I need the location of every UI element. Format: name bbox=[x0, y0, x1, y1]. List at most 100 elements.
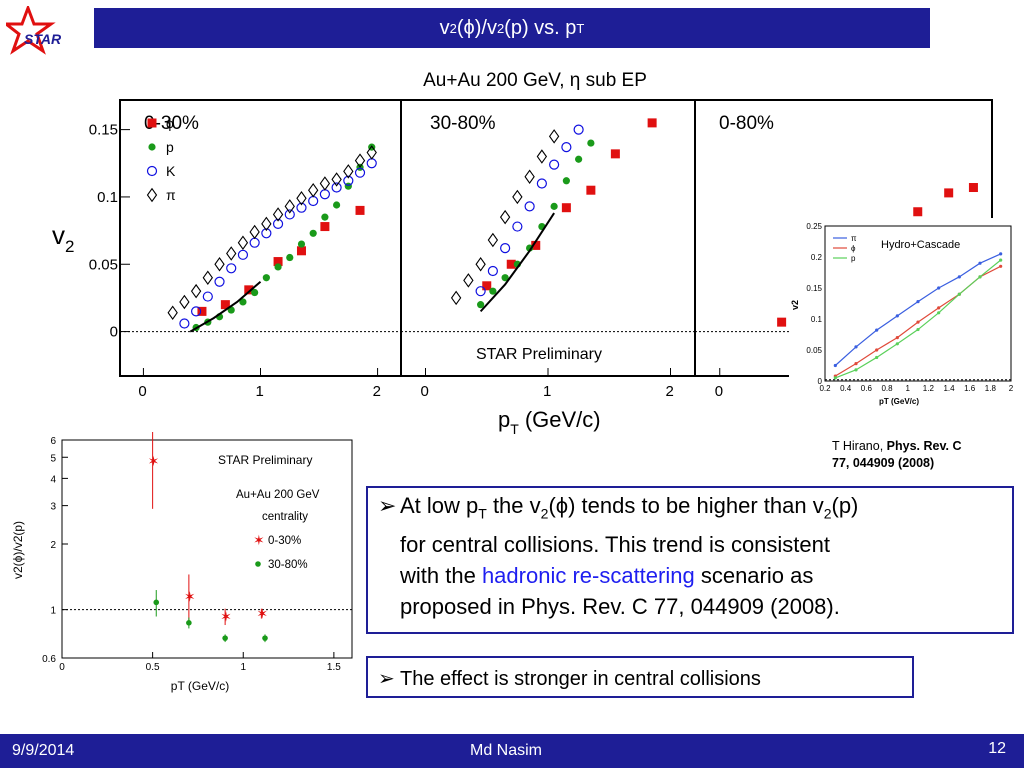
inset-y-tick-label: 0.05 bbox=[806, 346, 822, 355]
inset-point bbox=[978, 261, 982, 265]
data-point bbox=[272, 207, 284, 222]
conclusion-line-1: ➢ At low pT the v2(ϕ) tends to be higher … bbox=[378, 490, 1002, 529]
x-tick-label: 1 bbox=[543, 383, 551, 400]
data-point bbox=[550, 202, 558, 210]
ratio-legend-label: 30-80% bbox=[268, 559, 308, 571]
panel-title: 0-80% bbox=[719, 113, 774, 134]
panel-frame bbox=[400, 99, 696, 377]
inset-y-tick-label: 0.25 bbox=[806, 222, 822, 231]
data-point bbox=[333, 201, 341, 209]
inset-point bbox=[833, 376, 837, 380]
inset-point bbox=[937, 311, 941, 315]
data-point bbox=[531, 240, 541, 250]
data-point bbox=[319, 176, 331, 191]
inset-point bbox=[937, 306, 941, 310]
data-point bbox=[202, 291, 213, 302]
legend-marker bbox=[147, 118, 157, 128]
hadronic-rescattering-link[interactable]: hadronic re-scattering bbox=[481, 563, 695, 589]
inset-x-tick-label: 1.4 bbox=[943, 384, 955, 393]
data-point bbox=[354, 167, 366, 178]
inset-x-tick-label: 1.2 bbox=[923, 384, 935, 393]
data-point bbox=[191, 306, 202, 317]
data-point bbox=[261, 216, 272, 232]
inset-point bbox=[854, 368, 858, 372]
ratio-x-tick-label: 0.5 bbox=[146, 662, 160, 673]
data-point bbox=[450, 290, 462, 306]
ratio-legend-label: 0-30% bbox=[268, 535, 301, 547]
ratio-point: ✶ bbox=[148, 453, 160, 469]
inset-point bbox=[916, 320, 920, 324]
ratio-y-tick-label: 4 bbox=[50, 474, 56, 485]
inset-x-tick-label: 0.2 bbox=[819, 384, 831, 393]
title-sub-2: 2 bbox=[496, 20, 505, 36]
inset-point bbox=[916, 327, 920, 332]
data-point bbox=[487, 232, 499, 248]
ratio-point bbox=[262, 635, 268, 641]
inset-point bbox=[937, 286, 941, 290]
ratio-centrality-label: centrality bbox=[262, 511, 308, 523]
x-tick-label: 1 bbox=[256, 383, 264, 400]
data-point bbox=[249, 237, 260, 248]
ratio-legend-marker: ✶ bbox=[253, 532, 265, 548]
ratio-y-tick-label: 5 bbox=[50, 453, 56, 464]
ratio-y-tick-label: 2 bbox=[50, 540, 56, 551]
data-point bbox=[214, 276, 225, 287]
y-tick-label: 0 bbox=[110, 324, 118, 341]
data-point bbox=[197, 306, 207, 316]
inset-x-tick-label: 0.6 bbox=[861, 384, 873, 393]
data-point bbox=[561, 203, 571, 213]
x-tick-label: 2 bbox=[666, 383, 674, 400]
inset-ylabel: v2 bbox=[790, 300, 800, 310]
data-point bbox=[284, 199, 295, 214]
inset-point bbox=[895, 336, 899, 340]
inset-point bbox=[895, 342, 899, 346]
inset-y-tick-label: 0 bbox=[818, 377, 823, 386]
data-point bbox=[477, 301, 485, 309]
title-v: v bbox=[439, 16, 450, 39]
inset-background bbox=[789, 218, 1018, 408]
inset-point bbox=[854, 362, 858, 366]
x-tick-label: 2 bbox=[373, 383, 381, 400]
conclusion-line-2: for central collisions. This trend is co… bbox=[400, 532, 830, 558]
page-number: 12 bbox=[988, 740, 1006, 757]
panel-title: 0-30% bbox=[144, 113, 199, 134]
conclusion-line-3: with the hadronic re-scattering scenario… bbox=[400, 563, 814, 589]
inset-point bbox=[875, 355, 879, 360]
inset-point bbox=[875, 328, 879, 332]
reference-author: T Hirano, bbox=[832, 439, 884, 453]
title-sub-1: 2 bbox=[449, 20, 457, 36]
ratio-frame bbox=[61, 439, 353, 659]
legend-marker bbox=[148, 143, 156, 151]
data-point bbox=[296, 191, 307, 206]
data-point bbox=[475, 257, 486, 272]
data-point bbox=[587, 139, 595, 147]
data-point bbox=[512, 221, 523, 232]
data-point bbox=[561, 142, 572, 153]
data-point bbox=[249, 224, 260, 240]
data-point bbox=[273, 257, 283, 267]
data-point bbox=[262, 274, 270, 282]
inset-point bbox=[895, 314, 899, 318]
data-point bbox=[482, 281, 492, 291]
inset-frame bbox=[824, 225, 1012, 382]
main-watermark: STAR Preliminary bbox=[476, 346, 602, 363]
data-point bbox=[284, 209, 295, 220]
star-logo-icon: STAR bbox=[1, 3, 62, 55]
data-point bbox=[366, 158, 377, 169]
ratio-system-label: Au+Au 200 GeV bbox=[236, 489, 320, 501]
ratio-legend-marker bbox=[255, 561, 261, 567]
data-point bbox=[647, 118, 657, 128]
data-point bbox=[944, 188, 954, 198]
inset-x-tick-label: 0.4 bbox=[840, 384, 852, 393]
data-point bbox=[202, 270, 213, 285]
inset-legend-label: p bbox=[851, 254, 856, 263]
data-point bbox=[343, 164, 354, 179]
footer-date: 9/9/2014 bbox=[12, 742, 75, 759]
data-point bbox=[331, 182, 342, 193]
x-tick-label: 0 bbox=[138, 383, 146, 400]
inset-point bbox=[916, 300, 920, 304]
ratio-point: ✶ bbox=[220, 609, 232, 625]
data-point bbox=[220, 300, 230, 310]
